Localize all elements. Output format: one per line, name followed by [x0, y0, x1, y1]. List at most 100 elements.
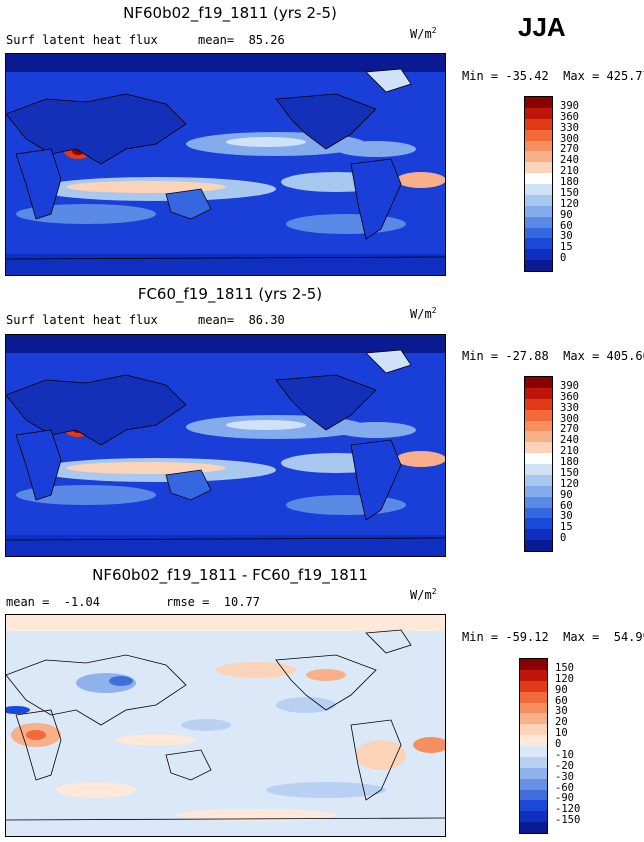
- colorbar-tick-label: -60: [555, 781, 574, 794]
- colorbar-tick-label: 270: [560, 423, 579, 436]
- colorbar-tick-label: 360: [560, 110, 579, 123]
- colorbar-swatch: [525, 194, 552, 206]
- colorbar-swatch: [520, 767, 547, 779]
- panel-3-map: [5, 614, 446, 837]
- colorbar-swatch: [525, 227, 552, 239]
- colorbar-tick-label: 10: [555, 727, 568, 740]
- colorbar-tick-label: 60: [560, 499, 573, 512]
- colorbar-swatch: [525, 529, 552, 541]
- colorbar-tick-label: 240: [560, 154, 579, 167]
- season-label: JJA: [518, 12, 566, 42]
- colorbar-swatch: [525, 140, 552, 152]
- colorbar-swatch: [525, 118, 552, 130]
- colorbar-swatch: [520, 713, 547, 725]
- panel-1-colorbar: [524, 96, 553, 272]
- colorbar-tick-label: 15: [560, 241, 573, 254]
- colorbar-swatch: [520, 778, 547, 790]
- colorbar-swatch: [525, 420, 552, 432]
- colorbar-swatch: [520, 789, 547, 801]
- colorbar-tick-label: 360: [560, 390, 579, 403]
- colorbar-tick-label: 390: [560, 379, 579, 392]
- colorbar-tick-label: 210: [560, 445, 579, 458]
- colorbar-tick-label: 90: [555, 683, 568, 696]
- panel-2-mean-label: mean= 86.30: [198, 313, 285, 327]
- colorbar-swatch: [520, 811, 547, 823]
- colorbar-swatch: [525, 184, 552, 195]
- panel-3-mean-label: mean = -1.04: [6, 595, 100, 609]
- colorbar-tick-label: -10: [555, 748, 574, 761]
- colorbar-swatch: [525, 377, 552, 388]
- colorbar-swatch: [520, 659, 547, 670]
- colorbar-swatch: [520, 680, 547, 692]
- colorbar-swatch: [525, 485, 552, 497]
- colorbar-tick-label: -150: [555, 814, 581, 827]
- colorbar-tick-label: -20: [555, 759, 574, 772]
- colorbar-swatch: [525, 540, 552, 551]
- colorbar-tick-label: 390: [560, 99, 579, 112]
- colorbar-swatch: [525, 107, 552, 119]
- colorbar-swatch: [520, 691, 547, 703]
- panel-2-colorbar: [524, 376, 553, 552]
- colorbar-swatch: [525, 151, 552, 163]
- colorbar-tick-label: -120: [555, 803, 581, 816]
- colorbar-swatch: [525, 398, 552, 410]
- colorbar-tick-label: 330: [560, 401, 579, 414]
- panel-2-min-max: Min = -27.88 Max = 405.60: [462, 349, 644, 363]
- colorbar-tick-label: 150: [560, 466, 579, 479]
- colorbar-swatch: [525, 496, 552, 508]
- colorbar-swatch: [525, 216, 552, 228]
- colorbar-swatch: [525, 129, 552, 141]
- colorbar-tick-label: 0: [560, 532, 567, 545]
- colorbar-tick-label: 30: [560, 510, 573, 523]
- colorbar-swatch: [525, 442, 552, 454]
- colorbar-tick-label: 0: [555, 738, 562, 750]
- colorbar-swatch: [520, 800, 547, 812]
- colorbar-swatch: [525, 464, 552, 475]
- colorbar-swatch: [525, 474, 552, 486]
- colorbar-swatch: [520, 746, 547, 757]
- colorbar-tick-label: 180: [560, 456, 579, 468]
- colorbar-tick-label: 60: [560, 219, 573, 232]
- colorbar-tick-label: 180: [560, 176, 579, 188]
- colorbar-swatch: [525, 205, 552, 217]
- colorbar-tick-label: 120: [560, 197, 579, 210]
- colorbar-swatch: [525, 453, 552, 464]
- colorbar-swatch: [525, 173, 552, 184]
- colorbar-swatch: [525, 260, 552, 271]
- colorbar-tick-label: 300: [560, 132, 579, 145]
- colorbar-swatch: [525, 431, 552, 443]
- panel-3-units: W/m2: [410, 587, 437, 602]
- panel-3-colorbar: [519, 658, 548, 834]
- colorbar-tick-label: 150: [560, 186, 579, 199]
- colorbar-swatch: [520, 669, 547, 681]
- colorbar-swatch: [525, 387, 552, 399]
- panel-3-rmse-label: rmse = 10.77: [166, 595, 260, 609]
- colorbar-tick-label: 90: [560, 208, 573, 221]
- panel-2-variable-label: Surf latent heat flux: [6, 313, 158, 327]
- colorbar-tick-label: 270: [560, 143, 579, 156]
- colorbar-tick-label: 90: [560, 488, 573, 501]
- colorbar-tick-label: 30: [560, 230, 573, 243]
- colorbar-swatch: [525, 238, 552, 250]
- panel-1-min-max: Min = -35.42 Max = 425.77: [462, 69, 644, 83]
- colorbar-tick-label: 150: [555, 661, 574, 674]
- colorbar-swatch: [520, 735, 547, 746]
- colorbar-swatch: [525, 507, 552, 519]
- colorbar-swatch: [525, 162, 552, 174]
- colorbar-tick-label: -90: [555, 792, 574, 805]
- colorbar-tick-label: 60: [555, 694, 568, 707]
- colorbar-tick-label: 15: [560, 521, 573, 534]
- panel-1-units: W/m2: [410, 26, 437, 41]
- colorbar-tick-label: 120: [555, 672, 574, 685]
- colorbar-swatch: [520, 702, 547, 714]
- colorbar-swatch: [525, 518, 552, 530]
- colorbar-tick-label: -30: [555, 770, 574, 783]
- colorbar-tick-label: 0: [560, 252, 567, 265]
- colorbar-swatch: [520, 822, 547, 833]
- panel-3-min-max: Min = -59.12 Max = 54.99: [462, 630, 644, 644]
- colorbar-swatch: [525, 409, 552, 421]
- panel-1-variable-label: Surf latent heat flux: [6, 33, 158, 47]
- colorbar-swatch: [525, 249, 552, 261]
- panel-2-units: W/m2: [410, 306, 437, 321]
- colorbar-tick-label: 210: [560, 165, 579, 178]
